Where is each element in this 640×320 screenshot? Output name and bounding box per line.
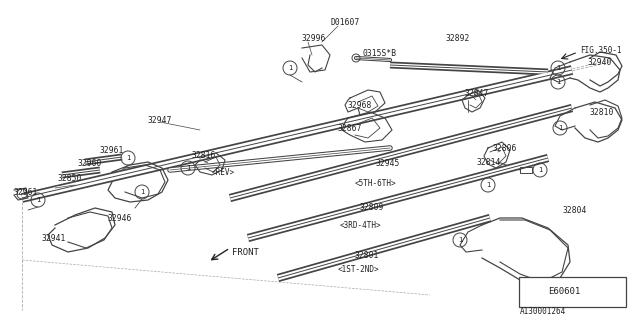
Text: 32941: 32941 [42, 234, 67, 243]
Text: 32961: 32961 [14, 188, 38, 196]
Text: 32945: 32945 [376, 158, 401, 167]
Text: 1: 1 [288, 65, 292, 71]
Text: 32940: 32940 [588, 58, 612, 67]
Text: <3RD-4TH>: <3RD-4TH> [340, 220, 381, 229]
Text: 1: 1 [140, 189, 144, 195]
Text: 1: 1 [125, 155, 131, 161]
Text: 1: 1 [528, 289, 532, 295]
Text: 1: 1 [458, 237, 462, 243]
Text: 32996: 32996 [302, 34, 326, 43]
Text: 1: 1 [556, 79, 560, 85]
Text: <REV>: <REV> [212, 167, 235, 177]
Text: <5TH-6TH>: <5TH-6TH> [355, 179, 397, 188]
Text: 32946: 32946 [108, 213, 132, 222]
Text: E60601: E60601 [548, 287, 580, 297]
Text: 0315S*B: 0315S*B [362, 49, 396, 58]
Text: 32816: 32816 [192, 150, 216, 159]
Text: 32947: 32947 [148, 116, 172, 124]
Text: 32801: 32801 [355, 251, 380, 260]
Text: A130001264: A130001264 [520, 308, 566, 316]
Text: 32804: 32804 [563, 205, 588, 214]
Text: 32806: 32806 [493, 143, 517, 153]
Text: 1: 1 [186, 165, 190, 171]
Bar [520, 167, 532, 173]
Text: 32960: 32960 [78, 158, 102, 167]
Text: 32850: 32850 [58, 173, 83, 182]
Text: D01607: D01607 [330, 18, 359, 27]
FancyBboxPatch shape [519, 277, 626, 307]
Text: 1: 1 [36, 197, 40, 203]
Text: 1: 1 [557, 125, 563, 131]
Text: <1ST-2ND>: <1ST-2ND> [338, 266, 380, 275]
Text: 1: 1 [538, 167, 542, 173]
Text: 32961: 32961 [100, 146, 124, 155]
Text: 32867: 32867 [338, 124, 362, 132]
Text: 32810: 32810 [590, 108, 614, 116]
Text: FRONT: FRONT [232, 247, 259, 257]
Text: 32809: 32809 [360, 203, 385, 212]
Text: 32847: 32847 [465, 89, 490, 98]
Text: 32892: 32892 [446, 34, 470, 43]
Text: FIG.350-1: FIG.350-1 [580, 45, 621, 54]
Text: 1: 1 [486, 182, 490, 188]
Text: 32968: 32968 [348, 100, 372, 109]
Text: 32814: 32814 [477, 157, 501, 166]
Text: 1: 1 [556, 65, 560, 71]
